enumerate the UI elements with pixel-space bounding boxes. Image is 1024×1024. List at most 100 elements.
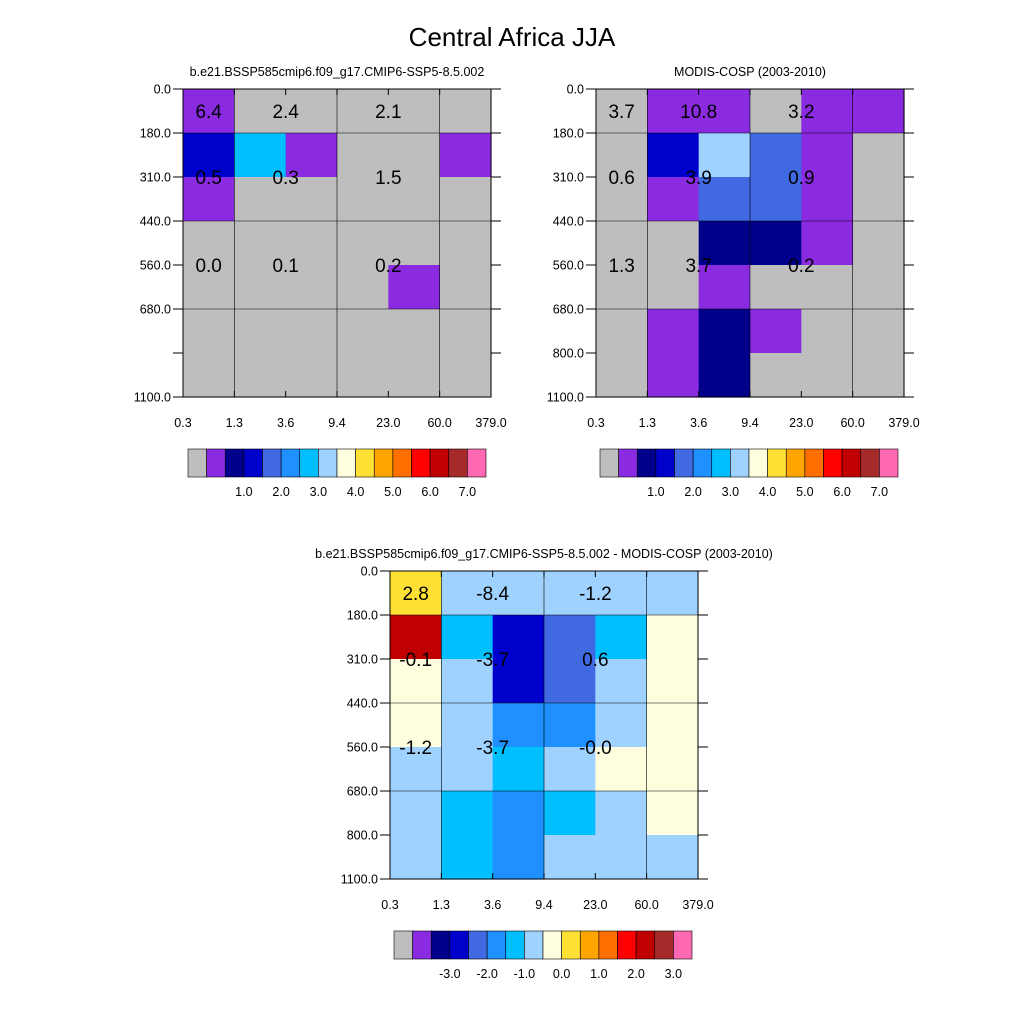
- block-value-label: 3.9: [685, 168, 711, 189]
- colorbar-label: 4.0: [347, 485, 364, 499]
- heatmap-cell: [698, 177, 751, 222]
- heatmap-cell: [647, 265, 700, 310]
- panel-model: b.e21.BSSP585cmip6.f09_g17.CMIP6-SSP5-8.…: [134, 65, 507, 499]
- heatmap-cell: [285, 221, 338, 266]
- colorbar-box: [467, 448, 487, 478]
- heatmap-cell: [801, 89, 854, 134]
- colorbar-label: 3.0: [665, 967, 682, 981]
- heatmap-cell: [750, 133, 802, 178]
- colorbar-box: [618, 448, 638, 478]
- heatmap-cell: [801, 265, 854, 310]
- x-tick-label: 9.4: [328, 416, 345, 430]
- colorbar-box: [524, 930, 544, 960]
- colorbar-label: 5.0: [796, 485, 813, 499]
- colorbar-box: [224, 448, 245, 478]
- heatmap-cell: [388, 133, 441, 178]
- heatmap-cell: [492, 703, 545, 748]
- colorbar-box: [430, 930, 451, 960]
- y-tick-label: 440.0: [347, 697, 378, 711]
- colorbar-label: 7.0: [871, 485, 888, 499]
- heatmap-cell: [439, 177, 492, 222]
- y-tick-label: 1100.0: [134, 391, 171, 405]
- heatmap-cell: [492, 659, 545, 704]
- colorbar-box: [841, 448, 862, 478]
- heatmap-cell: [390, 835, 442, 880]
- colorbar-box: [785, 448, 806, 478]
- colorbar-box: [823, 448, 843, 478]
- heatmap-cell: [337, 309, 389, 354]
- heatmap-cell: [646, 835, 699, 880]
- colorbar-box: [429, 448, 450, 478]
- colorbar-label: 5.0: [384, 485, 401, 499]
- y-tick-label: 0.0: [154, 83, 171, 97]
- heatmap-cell: [596, 221, 648, 266]
- colorbar-box: [393, 930, 413, 960]
- heatmap-cell: [646, 703, 699, 748]
- y-tick-label: 560.0: [140, 259, 171, 273]
- block-value-label: 1.3: [608, 256, 634, 277]
- y-tick-label: 310.0: [553, 171, 584, 185]
- heatmap-cell: [852, 89, 905, 134]
- heatmap-cell: [285, 133, 338, 178]
- block-value-label: 0.3: [272, 168, 298, 189]
- heatmap-cell: [596, 177, 648, 222]
- heatmap-cell: [337, 221, 389, 266]
- y-tick-label: 800.0: [347, 829, 378, 843]
- heatmap-cell: [646, 615, 699, 660]
- colorbar-box: [412, 930, 432, 960]
- heatmap-cell: [698, 89, 751, 134]
- colorbar-box: [711, 448, 731, 478]
- panel-difference: b.e21.BSSP585cmip6.f09_g17.CMIP6-SSP5-8.…: [315, 547, 773, 981]
- y-tick-label: 560.0: [347, 741, 378, 755]
- y-tick-label: 180.0: [347, 609, 378, 623]
- colorbar-label: 2.0: [684, 485, 701, 499]
- block-value-label: 3.7: [608, 102, 634, 123]
- heatmap-cell: [750, 265, 802, 310]
- colorbar-box: [448, 448, 468, 478]
- heatmap-cell: [337, 133, 389, 178]
- colorbar-box: [674, 448, 694, 478]
- heatmap-cell: [439, 265, 492, 310]
- heatmap-cell: [183, 89, 235, 134]
- x-tick-label: 3.6: [690, 416, 707, 430]
- x-tick-label: 1.3: [226, 416, 243, 430]
- heatmap-cell: [390, 615, 442, 660]
- block-value-label: 2.4: [272, 102, 299, 123]
- heatmap-cell: [698, 221, 751, 266]
- colorbar-box: [505, 930, 525, 960]
- heatmap-cell: [183, 177, 235, 222]
- colorbar-label: 1.0: [235, 485, 252, 499]
- heatmap-cell: [234, 353, 287, 398]
- x-tick-label: 1.3: [639, 416, 656, 430]
- y-tick-label: 180.0: [553, 127, 584, 141]
- heatmap-cell: [285, 89, 338, 134]
- heatmap-cell: [390, 791, 442, 836]
- heatmap-cell: [646, 791, 699, 836]
- colorbar-label: 4.0: [759, 485, 776, 499]
- colorbar-box: [635, 930, 656, 960]
- heatmap-cell: [544, 615, 596, 660]
- block-value-label: 1.5: [375, 168, 401, 189]
- heatmap-cell: [647, 89, 700, 134]
- heatmap-cell: [441, 615, 494, 660]
- x-tick-label: 1.3: [433, 898, 450, 912]
- heatmap-cell: [647, 353, 700, 398]
- heatmap-cell: [337, 89, 389, 134]
- heatmap-cell: [234, 177, 287, 222]
- heatmap-cell: [492, 835, 545, 880]
- block-value-label: 3.7: [685, 256, 711, 277]
- colorbar-box: [449, 930, 469, 960]
- colorbar-label: 6.0: [833, 485, 850, 499]
- y-tick-label: 0.0: [361, 565, 378, 579]
- colorbar-box: [299, 448, 319, 478]
- heatmap-cell: [596, 309, 648, 354]
- colorbar-box: [599, 448, 619, 478]
- heatmap-cell: [439, 309, 492, 354]
- block-value-label: -1.2: [579, 584, 612, 605]
- y-tick-label: 310.0: [140, 171, 171, 185]
- x-tick-label: 9.4: [741, 416, 758, 430]
- figure-title: Central Africa JJA: [409, 22, 616, 52]
- heatmap-cell: [390, 747, 442, 792]
- heatmap-cell: [544, 571, 596, 616]
- y-tick-label: 800.0: [553, 347, 584, 361]
